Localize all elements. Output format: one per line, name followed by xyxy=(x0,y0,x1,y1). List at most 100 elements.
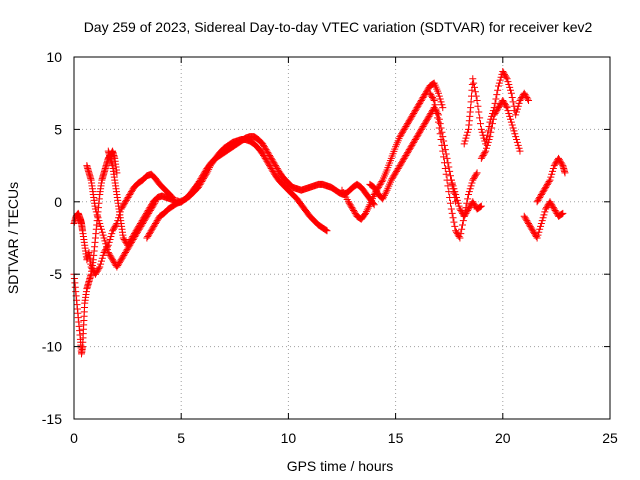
data-point-interp xyxy=(544,179,552,187)
data-point-interp xyxy=(121,199,129,207)
data-point-interp xyxy=(500,98,508,106)
data-point xyxy=(417,96,425,104)
data-point xyxy=(400,154,408,162)
data-point-interp xyxy=(414,131,422,139)
data-point xyxy=(499,96,507,104)
data-point-interp xyxy=(481,137,489,145)
data-point-interp xyxy=(545,178,553,186)
data-point-interp xyxy=(322,226,330,234)
data-point xyxy=(555,154,563,162)
x-tick-label: 0 xyxy=(70,430,78,446)
data-point xyxy=(542,183,550,191)
data-point-interp xyxy=(146,228,154,236)
data-point-interp xyxy=(535,195,543,203)
data-point-interp xyxy=(421,91,429,99)
data-point-interp xyxy=(136,221,144,229)
data-point-interp xyxy=(116,257,124,265)
data-point-interp xyxy=(152,218,160,226)
data-point-interp xyxy=(419,123,427,131)
data-point-interp xyxy=(507,115,515,123)
grid-lines xyxy=(74,57,610,419)
data-point-interp xyxy=(420,121,428,129)
y-tick-label: -5 xyxy=(50,266,63,282)
data-point-interp xyxy=(395,163,403,171)
data-point xyxy=(512,111,520,119)
data-point-interp xyxy=(391,170,399,178)
data-point xyxy=(520,212,528,220)
y-tick-label: -15 xyxy=(42,411,62,427)
data-point-interp xyxy=(122,196,130,204)
data-point-interp xyxy=(411,107,419,115)
data-point-interp xyxy=(540,211,548,219)
data-point-interp xyxy=(485,136,493,144)
data-point-interp xyxy=(463,131,471,139)
data-point-interp xyxy=(114,262,122,270)
data-point xyxy=(409,140,417,148)
data-point xyxy=(512,133,520,141)
data-point-interp xyxy=(97,222,105,230)
data-point-interp xyxy=(523,217,531,225)
data-point-interp xyxy=(506,112,514,120)
data-point xyxy=(447,205,455,213)
data-point-interp xyxy=(131,228,139,236)
data-point-interp xyxy=(453,196,461,204)
data-point-interp xyxy=(274,166,282,174)
data-point-interp xyxy=(346,201,354,209)
data-point-interp xyxy=(98,228,106,236)
data-point-interp xyxy=(471,172,479,180)
data-point-interp xyxy=(513,105,521,113)
data-point xyxy=(460,212,468,220)
data-point-interp xyxy=(420,92,428,100)
data-point-interp xyxy=(407,143,415,151)
data-point xyxy=(379,195,387,203)
data-point-interp xyxy=(418,95,426,103)
data-point-interp xyxy=(464,128,472,136)
data-point-interp xyxy=(415,101,423,109)
data-point-interp xyxy=(451,222,459,230)
data-point xyxy=(477,154,485,162)
data-point-interp xyxy=(142,209,150,217)
data-point-interp xyxy=(142,211,150,219)
data-point-interp xyxy=(363,206,371,214)
data-point xyxy=(486,133,494,141)
data-point-interp xyxy=(480,150,488,158)
data-point-interp xyxy=(269,167,277,175)
data-point-interp xyxy=(124,193,132,201)
data-point xyxy=(546,198,554,206)
data-point-interp xyxy=(403,121,411,129)
data-point-interp xyxy=(345,199,353,207)
data-point xyxy=(490,111,498,119)
data-point-interp xyxy=(501,101,509,109)
data-point xyxy=(91,205,99,213)
data-point-interp xyxy=(128,186,136,194)
data-point-interp xyxy=(264,149,272,157)
data-point-interp xyxy=(350,208,358,216)
y-tick-label: -10 xyxy=(42,339,62,355)
data-point-interp xyxy=(557,211,565,219)
data-point-interp xyxy=(99,251,107,259)
data-point-interp xyxy=(108,230,116,238)
data-point-interp xyxy=(431,101,439,109)
data-point-interp xyxy=(455,202,463,210)
data-point-interp xyxy=(410,138,418,146)
data-point-interp xyxy=(102,240,110,248)
data-point xyxy=(477,125,485,133)
data-point xyxy=(104,248,112,256)
data-point-interp xyxy=(97,257,105,265)
data-point-interp xyxy=(153,217,161,225)
data-point-interp xyxy=(418,124,426,132)
data-point-interp xyxy=(475,108,483,116)
data-point xyxy=(499,67,507,75)
data-point-interp xyxy=(143,208,151,216)
data-point-interp xyxy=(435,124,443,132)
data-point-interp xyxy=(144,233,152,241)
data-point-interp xyxy=(504,78,512,86)
data-point-interp xyxy=(108,254,116,262)
data-point-interp xyxy=(470,201,478,209)
data-point-interp xyxy=(465,188,473,196)
data-point-interp xyxy=(509,124,517,132)
data-point-interp xyxy=(464,195,472,203)
data-point-interp xyxy=(448,209,456,217)
data-point xyxy=(482,147,490,155)
data-point-interp xyxy=(539,188,547,196)
